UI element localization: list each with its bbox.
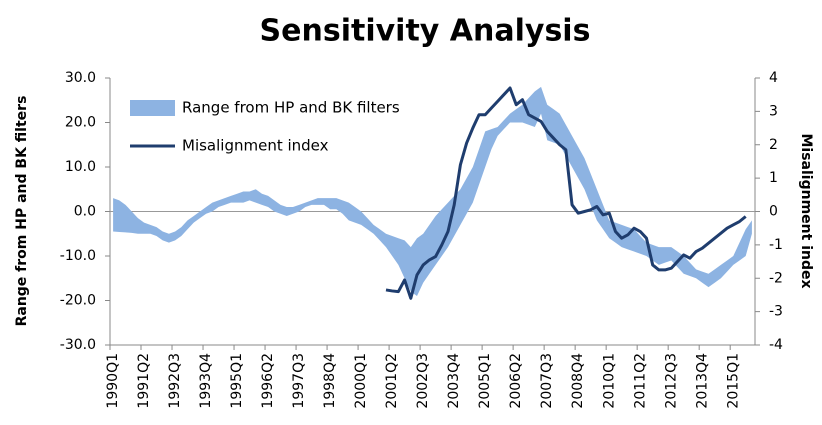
x-tick-label: 1996Q2 <box>260 353 276 409</box>
x-tick-label: 1992Q3 <box>167 353 183 409</box>
x-tick-label: 2007Q3 <box>539 353 555 409</box>
x-tick-label: 1995Q1 <box>229 353 245 409</box>
y2-tick-label: -3 <box>769 304 783 320</box>
line <box>385 86 747 300</box>
x-tick-label: 2006Q2 <box>508 353 524 409</box>
legend-label: Range from HP and BK filters <box>182 99 400 117</box>
x-tick-label: 1997Q3 <box>291 353 307 409</box>
y2-tick-label: 3 <box>769 103 778 119</box>
y-tick-label: -30.0 <box>60 337 96 353</box>
legend-swatch <box>130 100 175 116</box>
x-tick-label: 2003Q4 <box>446 353 462 409</box>
y-tick-label: 20.0 <box>65 115 96 131</box>
x-tick-label: 1990Q1 <box>105 353 121 409</box>
y2-tick-label: 4 <box>769 70 778 86</box>
y-tick-label: 10.0 <box>65 159 96 175</box>
x-tick-label: 2002Q3 <box>415 353 431 409</box>
x-tick-label: 2001Q2 <box>384 353 400 409</box>
y2-tick-label: -1 <box>769 237 783 253</box>
y-tick-label: -10.0 <box>60 248 96 264</box>
x-tick-label: 1993Q4 <box>198 353 214 409</box>
x-tick-label: 1991Q2 <box>136 353 152 409</box>
x-tick-label: 2000Q1 <box>353 353 369 409</box>
x-tick-label: 2013Q4 <box>694 353 710 409</box>
x-tick-label: 1998Q4 <box>322 353 338 409</box>
y2-axis-title: Misalignment index <box>798 133 814 288</box>
x-tick-label: 2005Q1 <box>477 353 493 409</box>
x-tick-label: 2015Q1 <box>725 353 741 409</box>
y2-tick-label: 0 <box>769 204 778 220</box>
chart-title: Sensitivity Analysis <box>260 14 591 49</box>
range-band <box>113 86 752 297</box>
y2-tick-label: 1 <box>769 170 778 186</box>
x-tick-label: 2008Q4 <box>570 353 586 409</box>
y2-tick-label: -4 <box>769 337 783 353</box>
x-tick-label: 2010Q1 <box>601 353 617 409</box>
y2-tick-label: -2 <box>769 270 783 286</box>
y-tick-label: 0.0 <box>74 204 96 220</box>
y-axis-title: Range from HP and BK filters <box>14 96 30 327</box>
y2-tick-label: 2 <box>769 137 778 153</box>
x-tick-label: 2012Q3 <box>663 353 679 409</box>
legend-label: Misalignment index <box>182 137 329 155</box>
y-tick-label: 30.0 <box>65 70 96 86</box>
y-tick-label: -20.0 <box>60 293 96 309</box>
x-tick-label: 2011Q2 <box>632 353 648 409</box>
